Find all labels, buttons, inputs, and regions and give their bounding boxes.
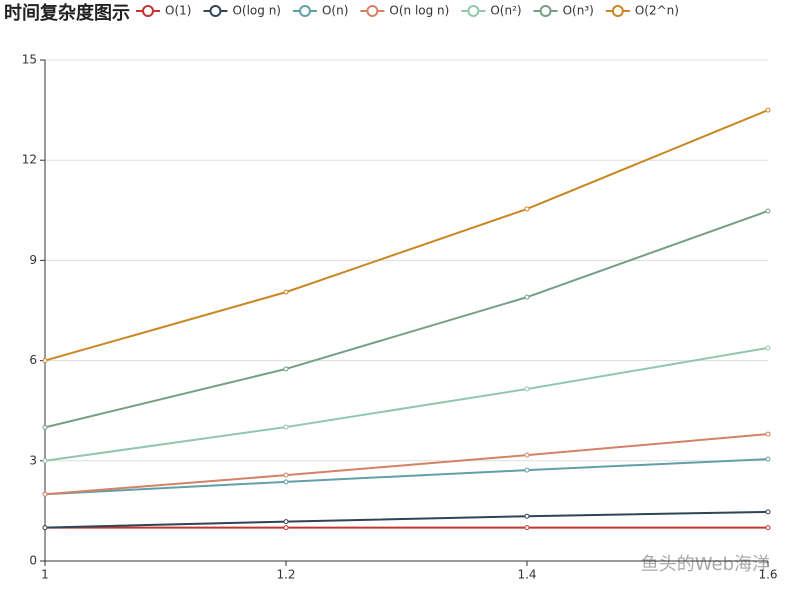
- legend-item: O(2^n): [605, 4, 679, 18]
- x-tick-label: 1: [41, 568, 49, 582]
- data-point: [42, 525, 48, 531]
- data-point: [42, 458, 48, 464]
- watermark: 鱼头的Web海洋: [641, 554, 770, 575]
- legend-item: O(n²): [461, 4, 522, 18]
- legend-label: O(n): [322, 4, 348, 18]
- data-point: [765, 509, 771, 515]
- data-point: [765, 345, 771, 351]
- series-line: [44, 210, 769, 429]
- data-point: [524, 525, 530, 531]
- y-tick-label: 6: [29, 353, 37, 367]
- data-point: [524, 386, 530, 392]
- legend-item: O(log n): [203, 4, 281, 18]
- data-point: [283, 472, 289, 478]
- data-point: [283, 519, 289, 525]
- y-tick-label: 3: [29, 453, 37, 467]
- data-point: [283, 525, 289, 531]
- legend-item: O(n log n): [360, 4, 449, 18]
- data-point: [765, 525, 771, 531]
- data-point: [765, 431, 771, 437]
- y-tick-label: 0: [29, 554, 37, 568]
- data-point: [524, 452, 530, 458]
- legend-label: O(1): [165, 4, 191, 18]
- data-point: [524, 206, 530, 212]
- data-point: [524, 467, 530, 473]
- data-point: [765, 208, 771, 214]
- series-line: [44, 458, 769, 496]
- legend-item: O(n): [292, 4, 348, 18]
- legend-item: O(n³): [533, 4, 594, 18]
- data-point: [524, 294, 530, 300]
- legend-label: O(log n): [232, 4, 281, 18]
- legend-marker: [209, 5, 222, 17]
- y-tick-label: 9: [29, 253, 37, 267]
- data-point: [42, 424, 48, 430]
- data-point: [524, 513, 530, 519]
- x-tick-label: 1.6: [758, 568, 777, 582]
- series-line: [44, 510, 769, 529]
- legend-label: O(2^n): [635, 4, 679, 18]
- series-line: [44, 109, 769, 362]
- legend-label: O(n²): [490, 4, 521, 18]
- data-point: [42, 358, 48, 364]
- legend-marker: [298, 5, 311, 17]
- y-tick-label: 15: [22, 53, 37, 67]
- legend-marker: [539, 5, 552, 17]
- legend-label: O(n³): [563, 4, 594, 18]
- legend-marker: [142, 5, 154, 17]
- data-point: [283, 289, 289, 295]
- legend-label: O(n log n): [389, 4, 449, 18]
- legend-item: O(1): [136, 4, 191, 18]
- data-point: [765, 456, 771, 462]
- data-point: [283, 424, 289, 430]
- data-point: [283, 366, 289, 372]
- data-point: [283, 479, 289, 485]
- chart-title: 时间复杂度图示: [4, 2, 130, 24]
- x-tick-label: 1.2: [276, 568, 295, 582]
- x-tick-label: 1.4: [517, 568, 536, 582]
- series-line: [44, 433, 769, 496]
- series-line: [44, 346, 769, 462]
- legend-marker: [467, 5, 480, 17]
- data-point: [42, 491, 48, 497]
- data-point: [765, 107, 771, 113]
- y-tick-label: 12: [22, 153, 37, 167]
- legend-marker: [366, 5, 379, 17]
- legend-marker: [611, 5, 624, 17]
